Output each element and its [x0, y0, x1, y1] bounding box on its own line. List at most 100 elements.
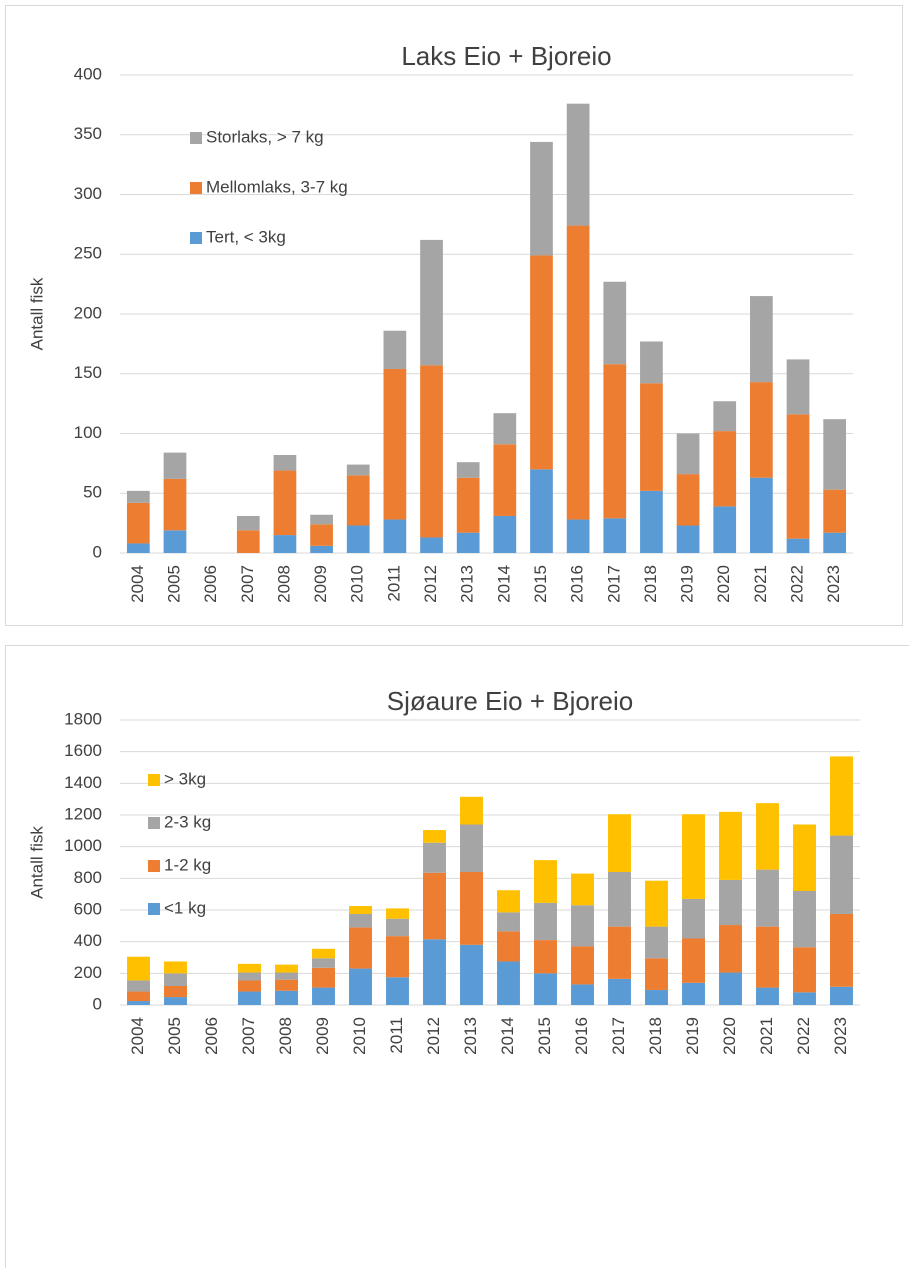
bar-segment	[273, 455, 297, 471]
bar-segment	[420, 365, 443, 538]
bar-segment	[310, 524, 333, 546]
bar-segment	[163, 478, 187, 531]
x-tick-label: 2016	[568, 565, 587, 603]
bar-segment	[823, 532, 847, 553]
y-tick-label: 350	[74, 124, 102, 143]
bar-segment	[676, 525, 700, 553]
chart-title: Sjøaure Eio + Bjoreio	[387, 686, 633, 716]
bar-segment	[493, 413, 517, 445]
bar-segment	[534, 902, 557, 941]
x-tick-label: 2023	[831, 1017, 850, 1055]
x-tick-label: 2018	[641, 565, 660, 603]
bar-segment	[682, 814, 705, 899]
legend-swatch	[148, 860, 160, 872]
bar-segment	[346, 464, 370, 476]
legend-label: 1-2 kg	[164, 855, 211, 874]
x-tick-label: 2016	[572, 1017, 591, 1055]
bar-segment	[719, 925, 742, 973]
x-tick-label: 2005	[165, 1017, 184, 1055]
y-tick-label: 1200	[64, 804, 102, 823]
bar-segment	[126, 543, 150, 553]
x-tick-label: 2020	[720, 1017, 739, 1055]
x-tick-label: 2014	[498, 1017, 517, 1055]
bar-segment	[383, 368, 407, 520]
legend-label: 2-3 kg	[164, 812, 211, 831]
bar-segment	[423, 842, 446, 873]
bar-segment	[386, 936, 409, 978]
bar-segment	[750, 477, 773, 553]
y-tick-label: 1000	[64, 836, 102, 855]
bar-segment	[719, 972, 742, 1005]
bar-segment	[682, 938, 705, 983]
bar-segment	[566, 519, 590, 553]
x-tick-label: 2011	[387, 1017, 406, 1054]
legend-label: Storlaks, > 7 kg	[206, 127, 324, 146]
bar-segment	[312, 987, 335, 1005]
bar-segment	[460, 824, 483, 872]
bar-segment	[786, 538, 810, 553]
legend-swatch	[190, 232, 202, 244]
bar-segment	[349, 927, 372, 969]
bar-segment	[713, 401, 737, 432]
bar-segment	[275, 972, 298, 980]
bar-segment	[127, 991, 150, 1002]
y-tick-label: 150	[74, 363, 102, 382]
bar-segment	[127, 980, 150, 992]
x-tick-label: 2022	[794, 1017, 813, 1055]
bar-segment	[273, 535, 297, 553]
bar-segment	[830, 913, 853, 987]
y-tick-label: 800	[74, 868, 102, 887]
bar-segment	[640, 383, 663, 491]
bar-segment	[534, 860, 557, 903]
y-tick-label: 200	[74, 303, 102, 322]
y-tick-label: 600	[74, 899, 102, 918]
bar-segment	[676, 433, 700, 475]
bar-segment	[386, 908, 409, 919]
y-axis-label: Antall fisk	[27, 277, 46, 350]
legend-swatch	[190, 182, 202, 194]
bar-segment	[603, 518, 627, 553]
bar-segment	[756, 803, 779, 870]
panel	[5, 5, 903, 626]
bar-segment	[823, 419, 847, 490]
bar-segment	[640, 341, 663, 384]
bar-segment	[719, 811, 742, 880]
bar-segment	[497, 961, 520, 1005]
bar-segment	[608, 978, 631, 1005]
x-tick-label: 2010	[348, 565, 367, 603]
bar-segment	[645, 880, 668, 927]
x-tick-label: 2006	[201, 565, 220, 603]
bar-segment	[238, 991, 261, 1005]
bar-segment	[164, 986, 187, 998]
bar-segment	[497, 890, 520, 913]
x-tick-label: 2004	[128, 1017, 147, 1055]
bar-segment	[275, 979, 298, 991]
bar-segment	[608, 814, 631, 872]
bar-segment	[793, 992, 816, 1005]
y-tick-label: 400	[74, 931, 102, 950]
x-tick-label: 2021	[751, 565, 770, 603]
x-tick-label: 2013	[458, 565, 477, 603]
bar-segment	[603, 281, 627, 365]
bar-segment	[238, 972, 261, 981]
bar-segment	[756, 926, 779, 988]
bar-segment	[571, 873, 594, 906]
legend-swatch	[148, 774, 160, 786]
bar-segment	[164, 961, 187, 974]
bar-segment	[460, 796, 483, 825]
bar-segment	[423, 830, 446, 843]
bar-segment	[423, 939, 446, 1005]
bar-segment	[645, 926, 668, 959]
bar-segment	[349, 968, 372, 1005]
bar-segment	[126, 490, 150, 503]
x-tick-label: 2008	[274, 565, 293, 603]
x-tick-label: 2022	[788, 565, 807, 603]
bar-segment	[349, 906, 372, 914]
bar-segment	[571, 946, 594, 985]
x-tick-label: 2019	[683, 1017, 702, 1055]
bar-segment	[236, 530, 260, 553]
bar-segment	[275, 990, 298, 1005]
y-tick-label: 100	[74, 423, 102, 442]
bar-segment	[793, 824, 816, 891]
